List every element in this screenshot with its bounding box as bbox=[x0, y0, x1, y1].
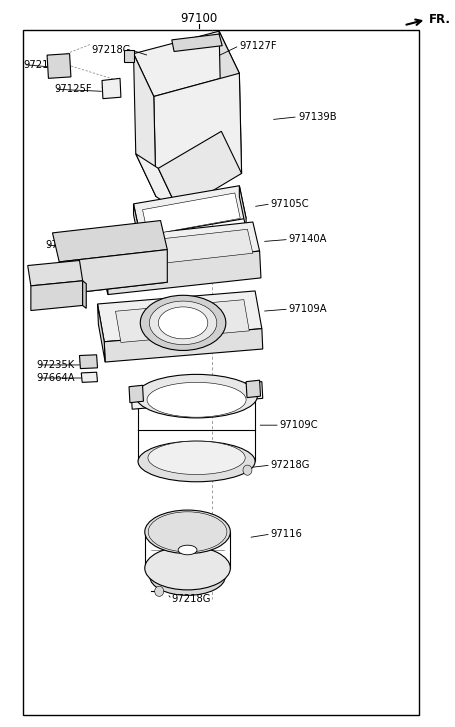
Polygon shape bbox=[52, 220, 167, 262]
Ellipse shape bbox=[138, 441, 254, 482]
Polygon shape bbox=[153, 73, 241, 196]
Ellipse shape bbox=[145, 547, 230, 590]
Text: 97632B: 97632B bbox=[46, 240, 84, 250]
Polygon shape bbox=[82, 281, 86, 308]
Text: 97109C: 97109C bbox=[279, 420, 318, 430]
Text: 97116: 97116 bbox=[270, 529, 302, 539]
Polygon shape bbox=[246, 380, 260, 398]
Ellipse shape bbox=[158, 307, 207, 339]
Text: 97140A: 97140A bbox=[288, 234, 327, 244]
Polygon shape bbox=[133, 185, 246, 236]
Ellipse shape bbox=[149, 301, 217, 345]
Ellipse shape bbox=[147, 441, 245, 475]
Text: 97235K: 97235K bbox=[37, 360, 75, 370]
Polygon shape bbox=[133, 54, 156, 196]
Polygon shape bbox=[158, 132, 241, 211]
Polygon shape bbox=[172, 34, 222, 52]
Polygon shape bbox=[115, 300, 249, 342]
Text: 97664A: 97664A bbox=[37, 373, 75, 383]
Text: 97127F: 97127F bbox=[239, 41, 276, 51]
Text: 97218G: 97218G bbox=[91, 45, 131, 55]
Polygon shape bbox=[100, 238, 108, 294]
Ellipse shape bbox=[178, 545, 197, 555]
Polygon shape bbox=[239, 185, 246, 229]
Polygon shape bbox=[142, 193, 240, 235]
Polygon shape bbox=[52, 253, 167, 294]
Text: 97218G: 97218G bbox=[270, 460, 310, 470]
Ellipse shape bbox=[145, 510, 230, 553]
Text: FR.: FR. bbox=[428, 13, 450, 26]
Polygon shape bbox=[111, 229, 252, 268]
Text: 97620C: 97620C bbox=[32, 286, 71, 296]
Polygon shape bbox=[136, 154, 178, 211]
Ellipse shape bbox=[154, 586, 163, 596]
Polygon shape bbox=[129, 385, 143, 403]
Polygon shape bbox=[97, 291, 261, 342]
Polygon shape bbox=[79, 355, 97, 369]
Ellipse shape bbox=[147, 382, 246, 417]
Polygon shape bbox=[100, 222, 259, 268]
Polygon shape bbox=[218, 31, 241, 174]
Polygon shape bbox=[123, 50, 134, 62]
Polygon shape bbox=[133, 204, 140, 247]
Polygon shape bbox=[97, 304, 105, 362]
Text: 97139B: 97139B bbox=[297, 112, 336, 122]
Polygon shape bbox=[133, 31, 239, 97]
Text: 97218G: 97218G bbox=[23, 60, 63, 70]
Polygon shape bbox=[81, 372, 97, 382]
Polygon shape bbox=[47, 54, 71, 79]
Text: 97105C: 97105C bbox=[270, 199, 309, 209]
Polygon shape bbox=[102, 79, 121, 99]
Ellipse shape bbox=[136, 374, 257, 418]
Ellipse shape bbox=[243, 465, 252, 475]
Polygon shape bbox=[31, 281, 82, 310]
Text: 97218G: 97218G bbox=[172, 595, 211, 604]
Text: 97100: 97100 bbox=[180, 12, 217, 25]
Text: 97125F: 97125F bbox=[55, 84, 92, 95]
Polygon shape bbox=[104, 329, 262, 362]
Polygon shape bbox=[59, 249, 167, 294]
Polygon shape bbox=[28, 260, 82, 286]
Bar bbox=[23, 30, 419, 715]
Ellipse shape bbox=[140, 295, 225, 350]
Ellipse shape bbox=[150, 558, 225, 595]
Polygon shape bbox=[106, 251, 260, 294]
Text: 97109A: 97109A bbox=[288, 304, 327, 314]
Polygon shape bbox=[131, 382, 262, 409]
